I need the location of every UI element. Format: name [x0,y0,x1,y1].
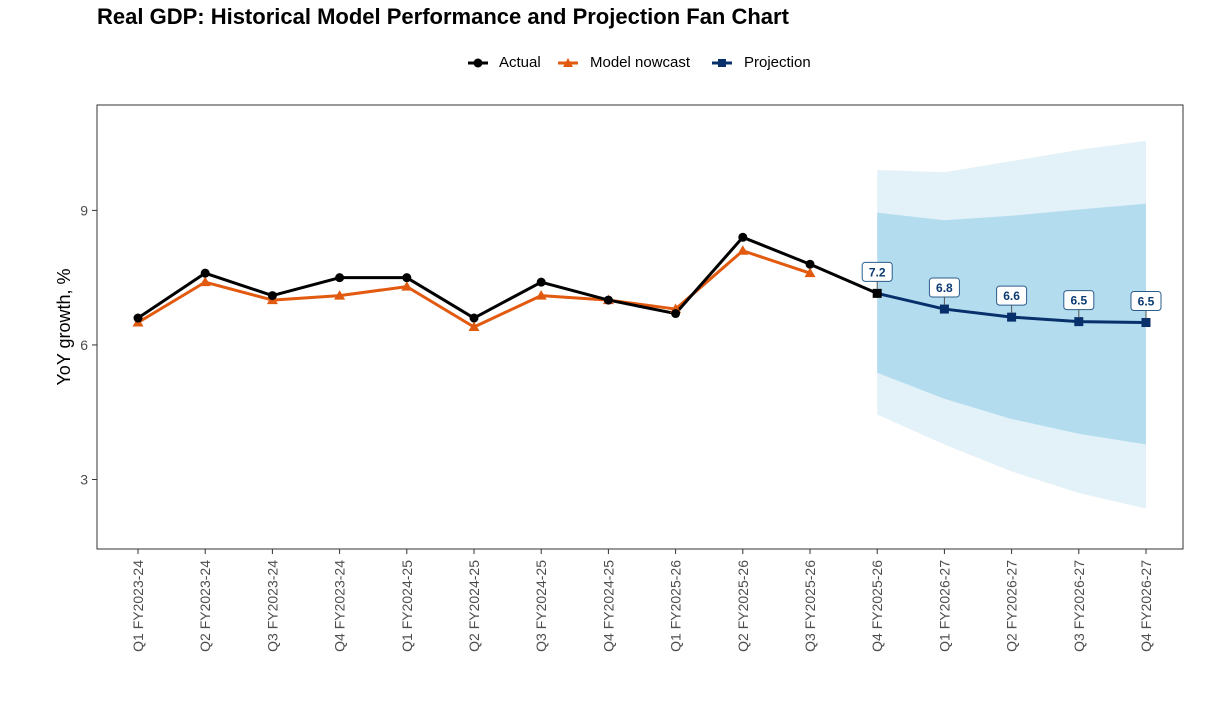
y-tick-label: 3 [80,471,88,487]
data-label: 6.5 [1138,295,1155,309]
data-label: 6.8 [936,281,953,295]
legend-item-projection: Projection [710,52,820,74]
projection-point [1141,318,1151,328]
data-label-box [1130,291,1162,312]
actual-point [200,268,210,278]
legend-label-actual: Actual [499,54,541,71]
legend-item-actual: Actual [466,52,556,74]
nowcast-point [334,290,346,300]
x-tick-label: Q1 FY2026-27 [936,560,952,652]
axes: 3 6 9 Q1 FY2023-24 Q2 FY2023-24 Q3 FY2023-24 Q… [80,202,1154,651]
y-tick-label: 6 [80,337,88,353]
nowcast-point [199,276,211,287]
legend-item-model-nowcast: Model nowcast [556,52,706,74]
x-tick-label: Q2 FY2024-25 [466,560,482,652]
x-tick-label: Q3 FY2026-27 [1071,560,1087,652]
actual-point [267,291,277,301]
x-tick-label: Q2 FY2025-26 [735,560,751,652]
legend-label-model-nowcast: Model nowcast [590,54,691,71]
data-labels: 7.2 6.8 6.6 6.5 6.5 [861,261,1162,319]
data-label-box [996,285,1028,306]
data-label-box [861,261,893,282]
x-tick-label: Q3 FY2024-25 [533,560,549,652]
projection-point [939,304,949,314]
x-tick-label: Q4 FY2026-27 [1138,560,1154,652]
plot-panel-border [96,104,1184,550]
data-label-box [928,277,960,298]
series-line-actual [136,235,812,320]
actual-point [805,259,815,269]
y-axis-label: YoY growth, % [54,268,74,385]
x-tick-label: Q1 FY2023-24 [130,560,146,652]
data-label: 6.6 [1003,289,1020,303]
fan-chart-bands [877,140,1146,509]
y-tick-label: 9 [80,202,88,218]
data-label-box [1063,290,1095,311]
actual-point [469,313,479,323]
projection-point [1007,312,1017,322]
nowcast-point [468,321,480,331]
actual-point [603,295,613,305]
actual-point [738,232,748,242]
x-tick-label: Q1 FY2025-26 [668,560,684,652]
x-tick-label: Q4 FY2025-26 [869,560,885,652]
nowcast-point [804,267,816,278]
x-tick-label: Q1 FY2024-25 [399,560,415,652]
nowcast-point [535,290,547,300]
x-tick-label: Q2 FY2023-24 [197,560,213,652]
actual-projection-connector-line [808,262,879,295]
x-tick-label: Q4 FY2023-24 [332,560,348,652]
data-label: 7.2 [869,265,886,279]
legend-key-model-nowcast [558,58,578,67]
x-tick-label: Q4 FY2024-25 [600,560,616,652]
projection-point [872,288,882,298]
x-tick-label: Q3 FY2023-24 [264,560,280,652]
data-label: 6.5 [1070,294,1087,308]
fan-inner-band [877,203,1146,445]
actual-point [671,309,681,319]
legend-key-actual [468,58,488,68]
actual-point [133,313,143,323]
x-tick-label: Q2 FY2026-27 [1004,560,1020,652]
x-tick-label: Q3 FY2025-26 [802,560,818,652]
nowcast-point [401,281,413,291]
legend-key-projection [712,59,732,67]
actual-point [335,273,345,283]
legend: Actual Model nowcast Projection [0,52,1224,74]
projection-point [1074,317,1084,327]
actual-point [402,273,412,283]
legend-label-projection: Projection [744,54,811,71]
chart-title: Real GDP: Historical Model Performance a… [97,4,789,29]
series-markers [132,232,1151,331]
nowcast-point [737,245,749,255]
actual-point [536,277,546,287]
